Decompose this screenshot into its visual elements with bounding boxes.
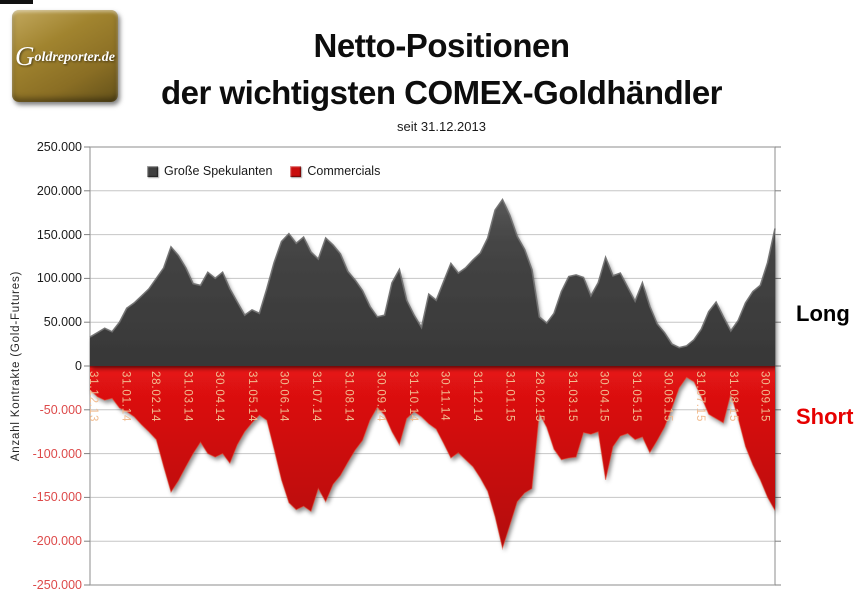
short-side-label: Short [796, 404, 854, 429]
logo-text-rest: oldreporter.de [34, 49, 116, 65]
y-tick-label: -150.000 [32, 490, 82, 505]
y-tick-label: -100.000 [32, 446, 82, 461]
chart-subtitle: seit 31.12.2013 [397, 119, 486, 134]
x-tick-label: 31.01.14 [120, 371, 132, 422]
x-tick-label: 30.04.14 [213, 371, 225, 422]
x-tick-label: 30.06.15 [662, 371, 674, 422]
x-tick-label: 31.08.15 [727, 371, 739, 422]
speculators-edge-highlight [89, 198, 776, 349]
logo-letter-g: G [15, 40, 35, 71]
x-tick-label: 30.04.15 [597, 371, 609, 422]
legend-item-speculators: Große Spekulanten [147, 164, 272, 178]
x-tick-label: 31.01.15 [504, 371, 516, 422]
y-tick-label: -50.000 [39, 402, 82, 417]
x-tick-label: 31.03.15 [566, 371, 578, 422]
x-tick-label: 31.10.14 [407, 371, 419, 422]
chart-title-line2: der wichtigsten COMEX-Goldhändler [160, 74, 723, 111]
x-tick-label: 31.05.15 [630, 371, 642, 422]
legend-label-speculators: Große Spekulanten [164, 164, 273, 178]
y-tick-label: -250.000 [32, 578, 82, 592]
y-tick-label: 50.000 [43, 315, 82, 330]
legend-label-commercials: Commercials [307, 164, 381, 178]
x-tick-label: 30.06.14 [277, 371, 289, 422]
commercials-swatch-icon [290, 165, 302, 177]
y-tick-label: 150.000 [36, 227, 82, 242]
x-tick-label: 31.05.14 [246, 371, 258, 422]
x-tick-label: 28.02.14 [149, 371, 161, 422]
x-tick-label: 31.12.14 [471, 371, 483, 422]
y-tick-label: 0 [75, 359, 82, 373]
chart-title-line1: Netto-Positionen [313, 27, 570, 64]
x-tick-label: 31.12.13 [87, 371, 99, 422]
speculators-area [90, 199, 775, 366]
long-side-label: Long [796, 301, 850, 326]
y-tick-label: 250.000 [36, 140, 82, 154]
x-tick-label: 31.07.14 [310, 371, 322, 422]
x-tick-label: 30.09.15 [758, 371, 770, 422]
speculators-swatch-icon [147, 165, 158, 177]
y-tick-label: 100.000 [36, 271, 82, 286]
x-tick-label: 31.08.14 [343, 371, 355, 422]
goldreporter-logo-text: Goldreporter.de [15, 41, 115, 72]
x-tick-label: 30.09.14 [374, 371, 386, 422]
y-tick-label: 200.000 [36, 183, 82, 198]
y-tick-label: -200.000 [32, 534, 82, 549]
screenshot-edge-artifact [0, 0, 33, 4]
title-block: Netto-Positionen der wichtigsten COMEX-G… [20, 22, 863, 134]
x-tick-label: 28.02.15 [533, 371, 545, 422]
commercials-edge-highlight [89, 376, 776, 551]
commercials-area [90, 366, 775, 549]
goldreporter-logo: Goldreporter.de [12, 10, 118, 102]
chart-legend: Große Spekulanten Commercials [147, 164, 380, 178]
x-tick-label: 31.07.15 [694, 371, 706, 422]
x-tick-label: 31.03.14 [182, 371, 194, 422]
x-tick-label: 30.11.14 [438, 371, 450, 421]
legend-item-commercials: Commercials [290, 164, 380, 178]
